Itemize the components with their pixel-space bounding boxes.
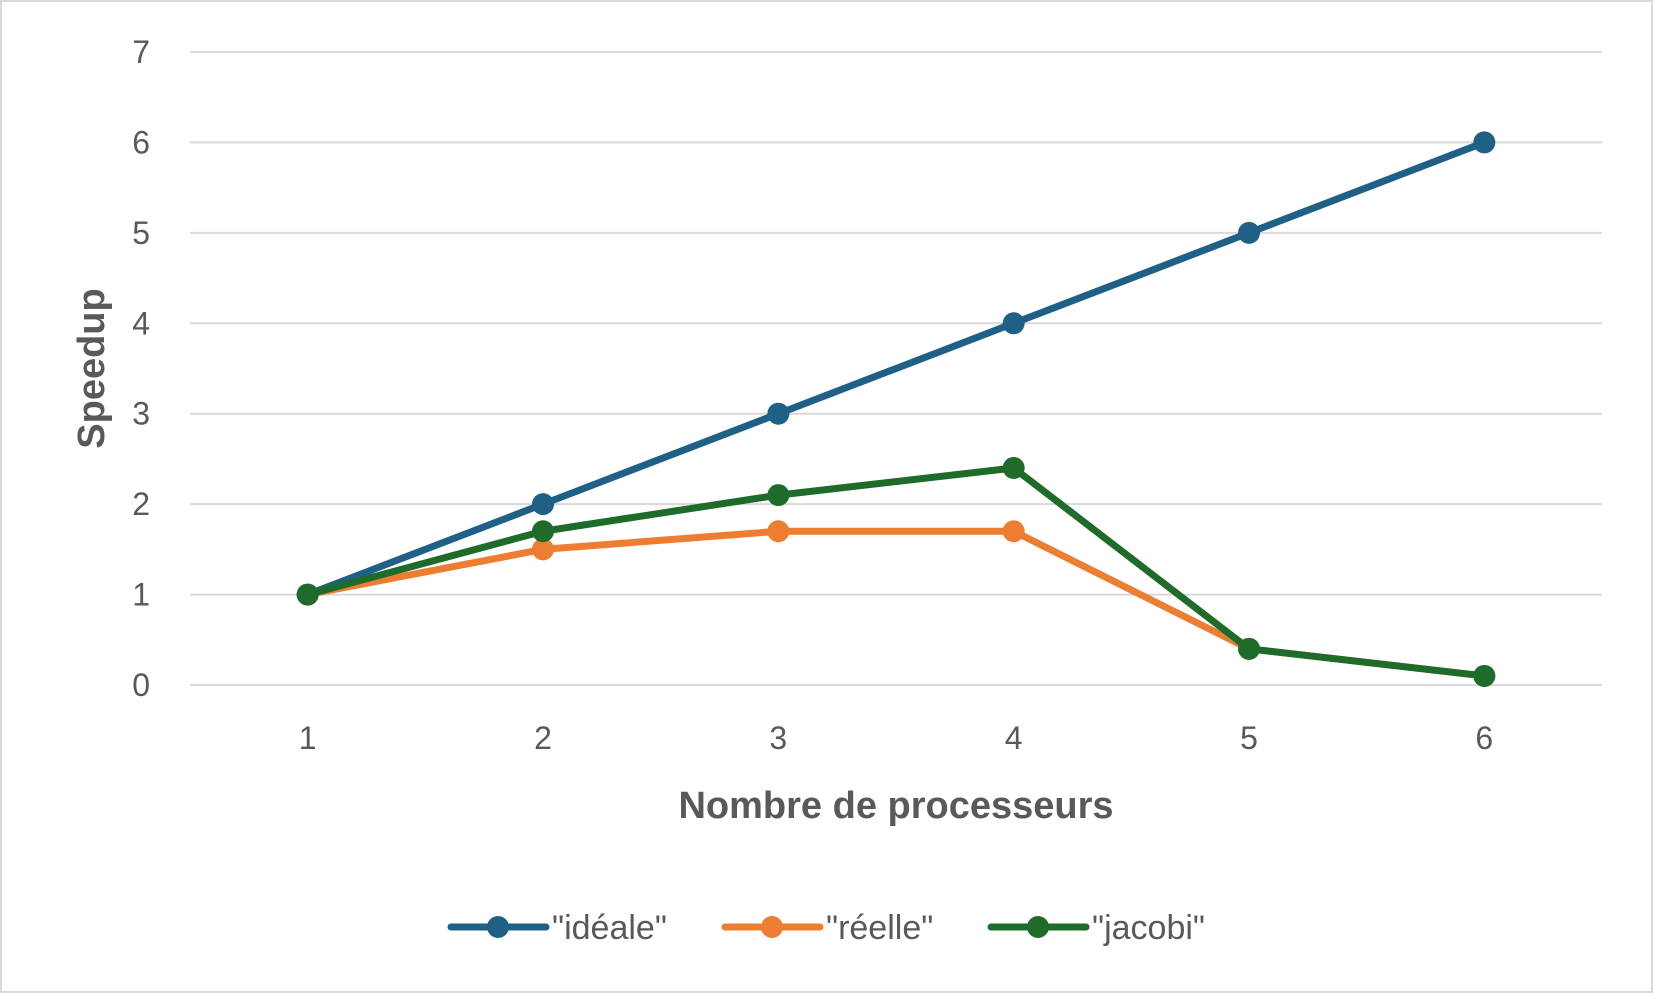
y-tick-label: 4 (132, 305, 150, 341)
series-1 (296, 520, 1496, 687)
y-tick-label: 3 (132, 396, 150, 432)
data-point (1002, 456, 1025, 479)
y-tick-label: 6 (132, 124, 150, 160)
x-tick-label: 5 (1240, 720, 1258, 756)
x-tick-label: 3 (769, 720, 787, 756)
legend-swatch-marker (1027, 916, 1049, 938)
data-point (296, 583, 319, 606)
y-tick-label: 7 (132, 34, 150, 70)
x-tick-label: 1 (299, 720, 317, 756)
legend-label: "jacobi" (1092, 909, 1205, 947)
data-point (1002, 312, 1025, 335)
data-point (532, 520, 554, 543)
y-axis-ticks: 0 1 2 3 4 5 6 7 (132, 34, 150, 703)
x-tick-label: 6 (1475, 720, 1493, 756)
data-point (1473, 131, 1496, 154)
legend-item: "réelle" (721, 909, 933, 947)
y-tick-label: 1 (132, 577, 150, 613)
gridlines (190, 51, 1602, 686)
data-point (532, 538, 554, 561)
x-axis-ticks: 1 2 3 4 5 6 (299, 720, 1493, 756)
legend-item: "jacobi" (987, 909, 1205, 947)
x-axis-title: Nombre de processeurs (678, 785, 1113, 827)
data-point (1238, 221, 1260, 244)
series-2 (296, 456, 1496, 687)
data-point (1002, 520, 1025, 543)
series-line (304, 464, 1488, 680)
legend-label: "réelle" (826, 909, 933, 947)
series-line (304, 138, 1488, 599)
legend-label: "idéale" (552, 909, 667, 947)
data-point (1238, 637, 1260, 660)
series-lines (296, 131, 1496, 687)
x-tick-label: 2 (534, 720, 552, 756)
data-point (767, 484, 790, 507)
legend-item: "idéale" (447, 909, 667, 947)
x-tick-label: 4 (1005, 720, 1023, 756)
y-axis-title: Speedup (71, 288, 113, 448)
data-point (532, 493, 554, 516)
y-tick-label: 2 (132, 486, 150, 522)
y-tick-label: 0 (132, 667, 150, 703)
legend-swatch-marker (487, 916, 509, 938)
legend: "idéale" "réelle" "jacobi" (447, 909, 1205, 947)
legend-swatch-marker (761, 916, 783, 938)
data-point (1473, 664, 1496, 687)
y-tick-label: 5 (132, 215, 150, 251)
data-point (767, 520, 790, 543)
data-point (767, 402, 790, 425)
